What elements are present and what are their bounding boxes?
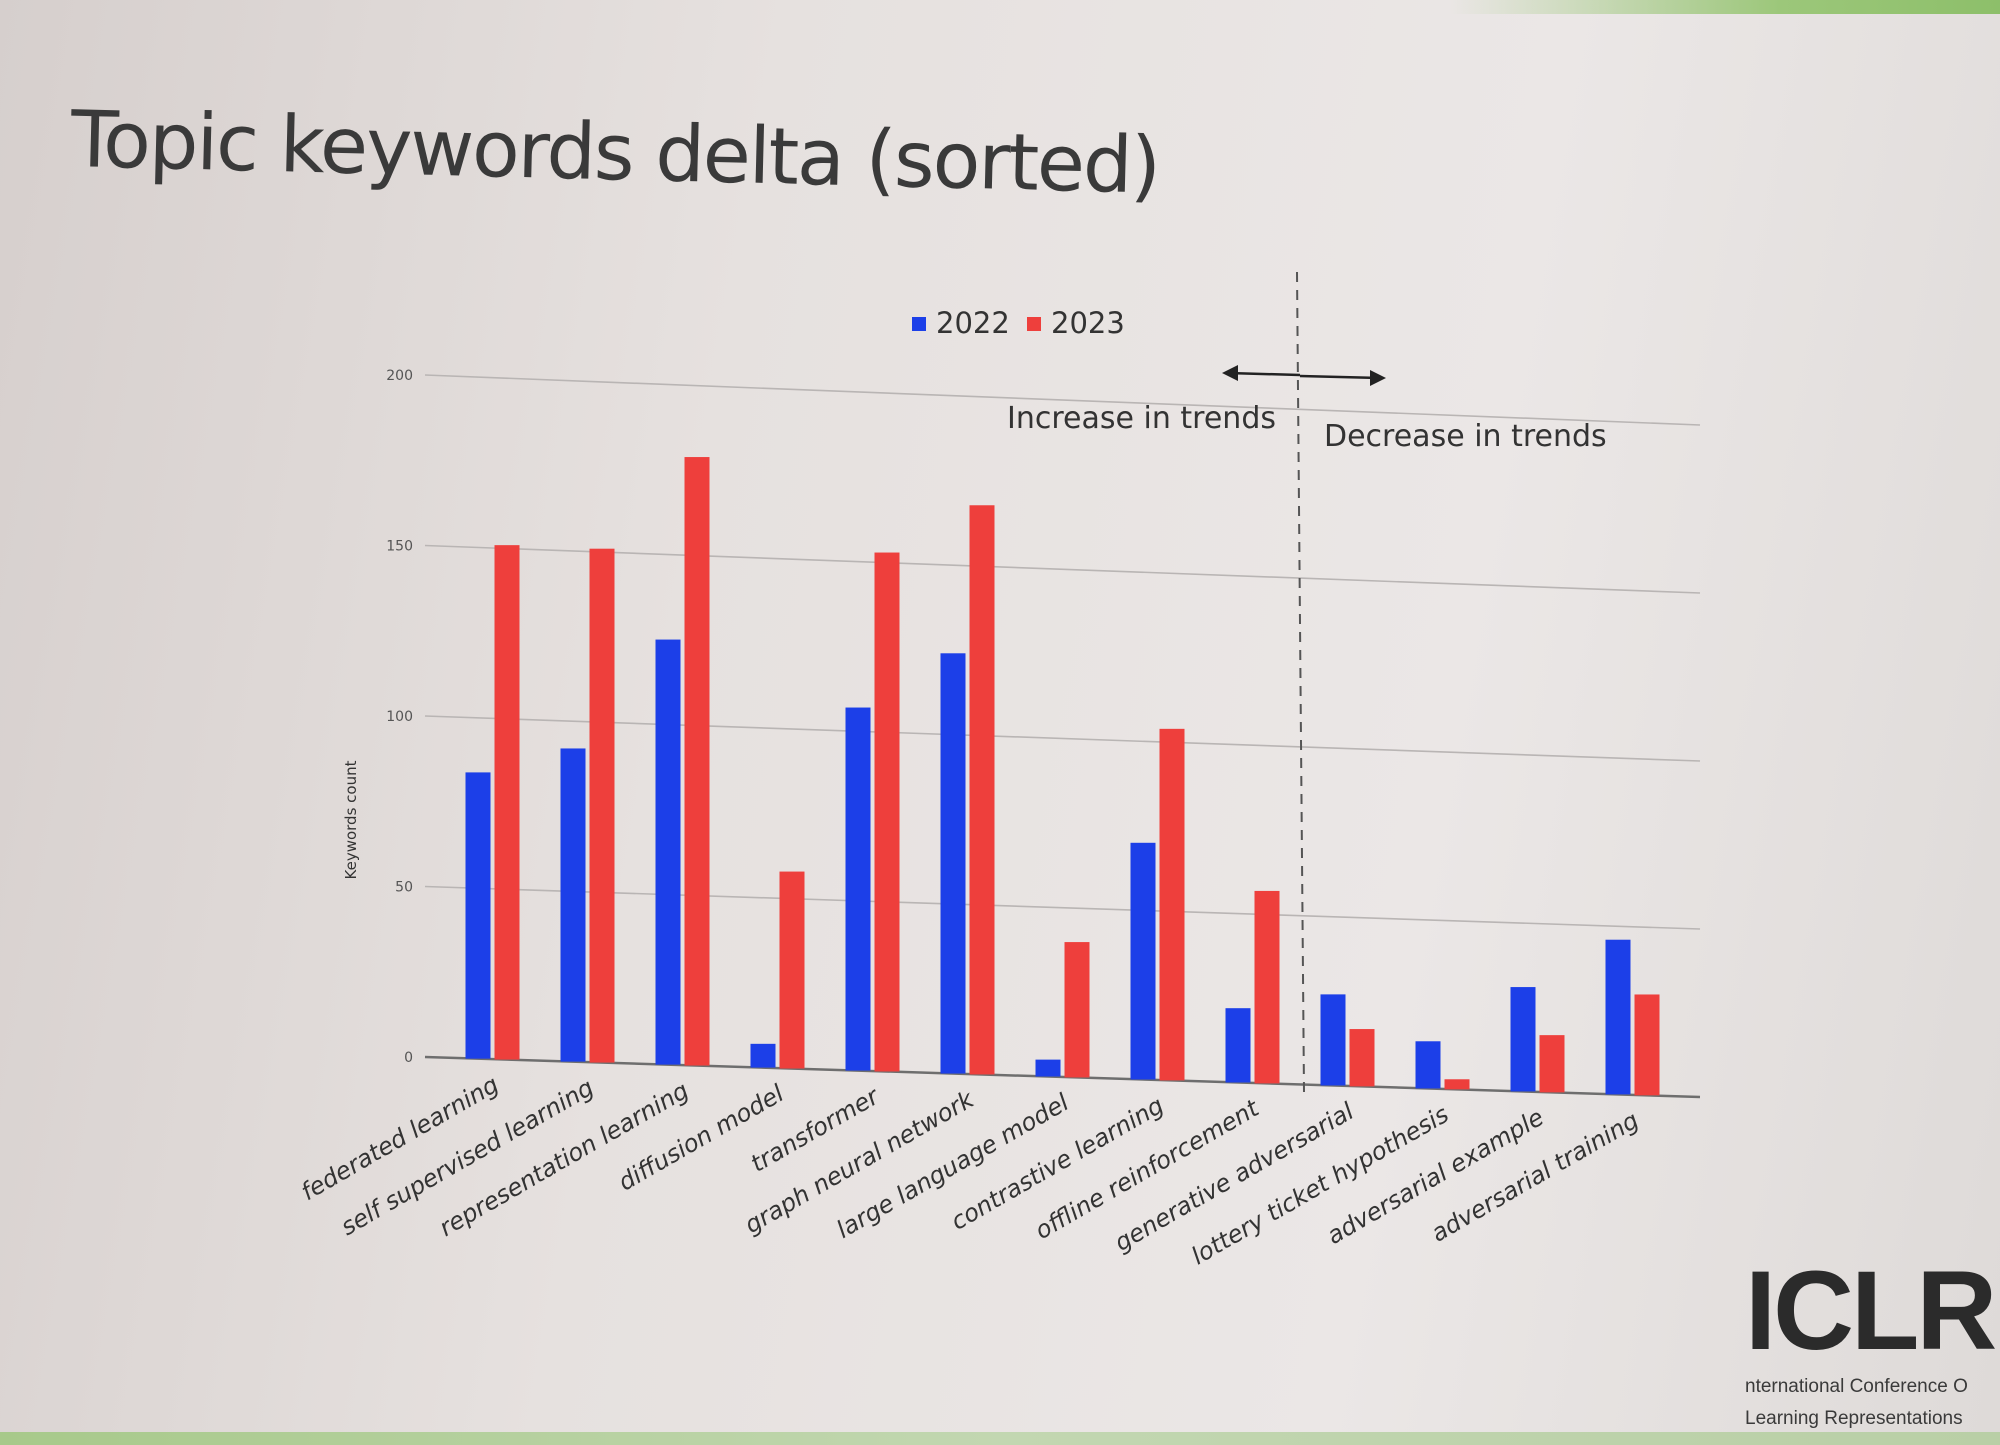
- increase-label: Increase in trends: [1007, 401, 1276, 436]
- bar-2023-1: [589, 548, 615, 1063]
- bar-2022-11: [1510, 987, 1536, 1092]
- grid-line: [424, 715, 1701, 762]
- right-arrowhead: [1370, 370, 1386, 386]
- bar-2023-9: [1349, 1029, 1375, 1087]
- y-tick-label: 50: [395, 880, 413, 896]
- legend-label: 2023: [1051, 306, 1125, 340]
- bars: [465, 457, 1660, 1096]
- bar-2023-4: [874, 552, 900, 1072]
- bar-2022-8: [1225, 1008, 1251, 1083]
- top-accent-bar: [1450, 0, 2000, 14]
- legend-swatch: [1027, 317, 1041, 331]
- bar-2023-8: [1254, 890, 1280, 1084]
- y-axis-label: Keywords count: [342, 760, 360, 879]
- bar-2022-9: [1320, 994, 1346, 1086]
- bar-2022-5: [940, 653, 966, 1074]
- decrease-label: Decrease in trends: [1324, 419, 1607, 454]
- bar-2022-10: [1415, 1041, 1441, 1089]
- logo-subtitle-line2: Learning Representations: [1745, 1407, 1963, 1429]
- bar-2023-11: [1539, 1035, 1565, 1093]
- grid-line: [424, 1055, 1701, 1099]
- bar-2023-12: [1634, 994, 1660, 1096]
- legend-label: 2022: [936, 306, 1010, 340]
- bar-2022-1: [560, 748, 586, 1062]
- bar-2022-4: [845, 707, 871, 1071]
- grid-line: [424, 544, 1701, 594]
- trend-divider: [1296, 271, 1305, 1093]
- bar-2023-3: [779, 871, 805, 1069]
- x-tick-label: diffusion model: [614, 1079, 789, 1196]
- bar-2022-0: [465, 772, 491, 1059]
- logo-subtitle-line1: nternational Conference O: [1745, 1376, 1968, 1397]
- bar-2022-3: [750, 1043, 776, 1068]
- bar-2023-7: [1159, 728, 1185, 1081]
- bar-2023-0: [494, 545, 520, 1060]
- left-arrowhead: [1222, 365, 1238, 381]
- bar-2023-10: [1444, 1079, 1470, 1090]
- y-tick-labels: 0 50 100 150 200: [386, 368, 413, 1066]
- y-tick-label: 0: [404, 1050, 413, 1066]
- bar-2023-5: [969, 505, 995, 1075]
- logo-mark: ICLR: [1745, 1248, 1997, 1373]
- legend: 2022 2023: [912, 306, 1125, 340]
- y-tick-label: 150: [386, 539, 413, 555]
- grid-lines: [424, 374, 1701, 1099]
- bar-2023-6: [1064, 942, 1090, 1078]
- legend-swatch: [912, 317, 926, 331]
- bar-2023-2: [684, 457, 710, 1066]
- bottom-accent-bar: [0, 1432, 2000, 1445]
- bar-2022-2: [655, 639, 681, 1065]
- y-tick-label: 200: [386, 368, 413, 384]
- bar-2022-7: [1130, 842, 1156, 1080]
- y-tick-label: 100: [386, 709, 413, 725]
- iclr-logo: ICLR nternational Conference O Learning …: [1745, 1255, 2000, 1431]
- trend-annotation: Increase in trends Decrease in trends: [1007, 271, 1607, 1093]
- right-arrow-line: [1299, 374, 1381, 380]
- bar-2022-6: [1035, 1059, 1061, 1077]
- left-arrow-line: [1227, 371, 1301, 377]
- bar-2022-12: [1605, 939, 1631, 1095]
- grid-line: [424, 885, 1701, 930]
- grid-line: [424, 374, 1701, 426]
